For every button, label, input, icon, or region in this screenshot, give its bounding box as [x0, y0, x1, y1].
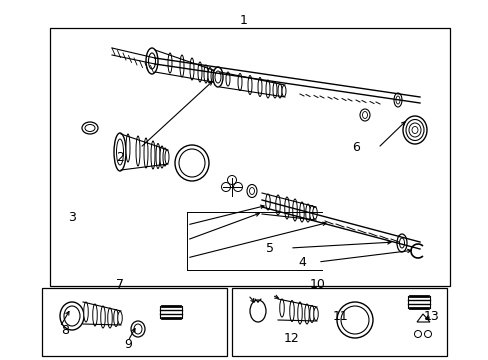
- Bar: [42, 288, 226, 356]
- Ellipse shape: [258, 77, 262, 96]
- Ellipse shape: [160, 146, 163, 168]
- Ellipse shape: [136, 136, 140, 166]
- Ellipse shape: [292, 199, 297, 221]
- Ellipse shape: [207, 68, 212, 82]
- Text: 5: 5: [265, 242, 273, 255]
- Ellipse shape: [156, 144, 160, 168]
- Ellipse shape: [180, 55, 183, 77]
- Text: 9: 9: [124, 338, 132, 351]
- Ellipse shape: [101, 306, 105, 328]
- Bar: [231, 288, 446, 356]
- Circle shape: [424, 330, 430, 338]
- Ellipse shape: [265, 194, 270, 210]
- Ellipse shape: [190, 58, 194, 80]
- Text: 12: 12: [284, 332, 299, 345]
- Ellipse shape: [249, 300, 265, 322]
- Ellipse shape: [275, 195, 280, 215]
- Ellipse shape: [203, 65, 207, 83]
- Text: 13: 13: [423, 310, 439, 323]
- Ellipse shape: [279, 299, 284, 317]
- Ellipse shape: [215, 71, 221, 83]
- Ellipse shape: [340, 306, 368, 334]
- Ellipse shape: [126, 134, 130, 162]
- Ellipse shape: [213, 67, 223, 87]
- Text: 1: 1: [240, 13, 247, 27]
- Ellipse shape: [272, 82, 276, 98]
- Text: 3: 3: [68, 211, 76, 225]
- Ellipse shape: [175, 145, 208, 181]
- Ellipse shape: [246, 184, 257, 198]
- Ellipse shape: [82, 122, 98, 134]
- Ellipse shape: [198, 62, 202, 82]
- Ellipse shape: [405, 120, 423, 140]
- Ellipse shape: [399, 238, 404, 248]
- Ellipse shape: [168, 53, 172, 73]
- Text: 6: 6: [351, 141, 359, 154]
- Circle shape: [414, 330, 421, 338]
- Ellipse shape: [395, 96, 399, 104]
- Text: 8: 8: [61, 324, 69, 337]
- Ellipse shape: [278, 84, 282, 98]
- Ellipse shape: [179, 149, 204, 177]
- Ellipse shape: [143, 138, 148, 168]
- Ellipse shape: [393, 93, 401, 107]
- Circle shape: [233, 183, 242, 192]
- Ellipse shape: [83, 302, 88, 322]
- Circle shape: [227, 175, 236, 184]
- Text: 7: 7: [116, 278, 124, 291]
- Ellipse shape: [210, 70, 215, 82]
- Ellipse shape: [305, 204, 309, 222]
- Ellipse shape: [163, 148, 167, 166]
- Ellipse shape: [411, 126, 417, 134]
- Ellipse shape: [309, 206, 314, 220]
- Ellipse shape: [64, 306, 80, 326]
- Ellipse shape: [107, 308, 112, 328]
- Circle shape: [221, 183, 230, 192]
- Ellipse shape: [309, 306, 314, 323]
- Bar: [50, 28, 449, 286]
- Ellipse shape: [116, 139, 123, 165]
- Ellipse shape: [114, 133, 126, 171]
- Ellipse shape: [134, 324, 142, 334]
- Text: 4: 4: [298, 256, 305, 270]
- Ellipse shape: [151, 141, 155, 169]
- Text: 2: 2: [116, 152, 123, 165]
- Ellipse shape: [93, 304, 97, 326]
- Ellipse shape: [114, 310, 118, 327]
- Ellipse shape: [313, 307, 318, 320]
- Ellipse shape: [299, 202, 304, 222]
- Ellipse shape: [289, 301, 294, 321]
- Ellipse shape: [359, 109, 369, 121]
- Ellipse shape: [304, 304, 308, 324]
- Ellipse shape: [282, 85, 285, 96]
- Ellipse shape: [396, 234, 406, 252]
- Ellipse shape: [408, 123, 420, 137]
- Ellipse shape: [312, 207, 317, 219]
- Ellipse shape: [118, 311, 122, 324]
- Ellipse shape: [164, 150, 169, 164]
- Ellipse shape: [265, 80, 269, 98]
- Ellipse shape: [146, 48, 158, 74]
- Ellipse shape: [148, 53, 155, 69]
- Text: 11: 11: [332, 310, 348, 323]
- Ellipse shape: [238, 73, 242, 90]
- Text: 10: 10: [309, 278, 325, 291]
- Ellipse shape: [85, 125, 95, 131]
- Polygon shape: [416, 314, 429, 322]
- Ellipse shape: [60, 302, 84, 330]
- Ellipse shape: [247, 76, 251, 94]
- Ellipse shape: [336, 302, 372, 338]
- Ellipse shape: [249, 188, 254, 194]
- Ellipse shape: [297, 302, 302, 324]
- Ellipse shape: [284, 197, 289, 219]
- Ellipse shape: [131, 321, 145, 337]
- Ellipse shape: [225, 72, 229, 86]
- Ellipse shape: [362, 112, 367, 118]
- Ellipse shape: [402, 116, 426, 144]
